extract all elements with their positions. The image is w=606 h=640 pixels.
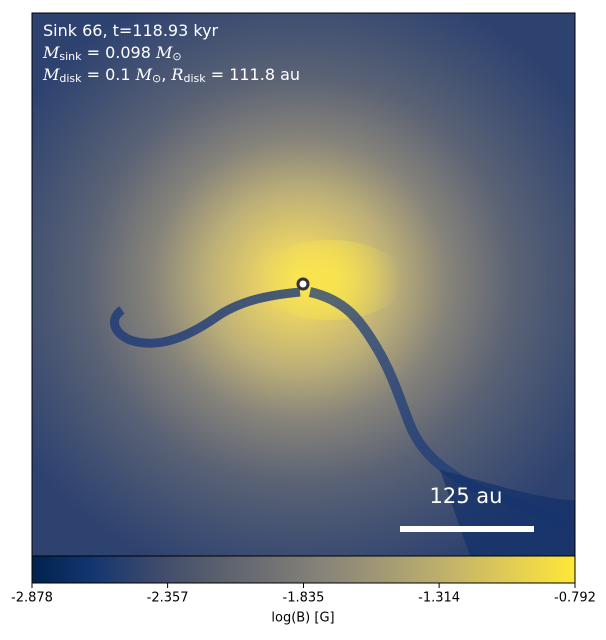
annotation-line: Msink = 0.098 M⊙ <box>42 43 182 64</box>
colorbar-tick-label: -1.835 <box>283 591 325 606</box>
dark-region <box>440 470 575 556</box>
annotation-line: Sink 66, t=118.93 kyr <box>43 21 219 40</box>
annotation-part: = 0.1 <box>82 65 136 84</box>
sink-marker <box>296 277 310 291</box>
annotation-part: disk <box>59 72 82 85</box>
scale-bar-label: 125 au <box>430 484 503 508</box>
annotation-part: R <box>170 65 183 84</box>
annotation-line: Mdisk = 0.1 M⊙, Rdisk = 111.8 au <box>42 65 300 86</box>
colorbar <box>31 555 576 584</box>
colorbar-axis: -2.878 -2.357 -1.835 -1.314 -0.792 <box>11 583 596 606</box>
annotation-part: sink <box>59 50 82 63</box>
filament <box>110 287 301 348</box>
annotation-part: M <box>42 43 60 62</box>
colorbar-tick-label: -1.314 <box>418 591 460 606</box>
annotation-part: M <box>135 65 153 84</box>
annotation-part: M <box>155 43 173 62</box>
annotation-part: ⊙ <box>172 50 181 63</box>
colorbar-tick-label: -0.792 <box>554 591 596 606</box>
annotation-part: = 0.098 <box>82 43 156 62</box>
hot-region <box>255 240 405 320</box>
annotation-part: ⊙ <box>152 72 161 85</box>
annotation-part: Sink 66, t=118.93 kyr <box>43 21 219 40</box>
annotation-part: disk <box>183 72 206 85</box>
colorbar-label: log(B) [G] <box>271 611 334 626</box>
colorbar-tick-label: -2.878 <box>11 591 53 606</box>
colorbar-tick-label: -2.357 <box>147 591 189 606</box>
annotation-part: = 111.8 au <box>206 65 300 84</box>
annotation-part: , <box>161 65 171 84</box>
field-image <box>32 13 575 556</box>
annotation-part: M <box>42 65 60 84</box>
